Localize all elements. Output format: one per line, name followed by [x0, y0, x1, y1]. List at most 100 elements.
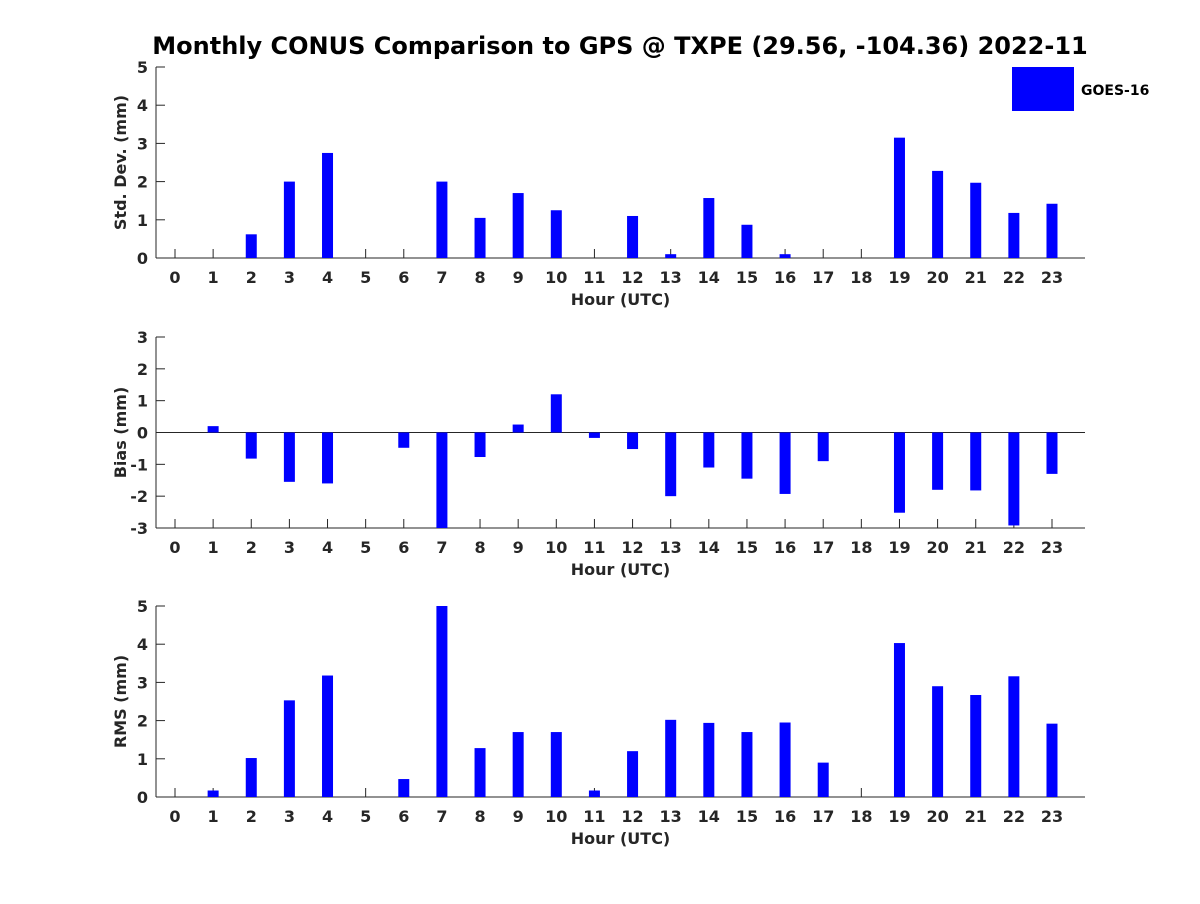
bar — [436, 181, 448, 258]
bar — [398, 779, 410, 797]
bar — [322, 675, 334, 797]
bar — [550, 210, 562, 258]
bar — [1046, 432, 1058, 474]
x-tick-label: 22 — [1003, 268, 1025, 287]
x-tick-label: 10 — [545, 538, 567, 557]
bar — [588, 790, 600, 797]
x-tick-label: 15 — [736, 538, 758, 557]
x-tick-label: 23 — [1041, 807, 1063, 826]
x-tick-label: 6 — [398, 807, 409, 826]
x-tick-label: 12 — [621, 807, 643, 826]
x-tick-label: 2 — [246, 268, 257, 287]
bar — [1008, 432, 1020, 526]
x-tick-label: 19 — [888, 538, 910, 557]
bar — [322, 432, 334, 484]
x-tick-label: 7 — [436, 807, 447, 826]
bar — [207, 790, 219, 797]
x-tick-label: 6 — [398, 268, 409, 287]
x-tick-label: 11 — [583, 268, 605, 287]
bar — [893, 432, 905, 513]
legend-swatch — [1012, 67, 1074, 111]
x-tick-label: 18 — [850, 807, 872, 826]
bar — [512, 193, 524, 258]
x-tick-label: 14 — [698, 268, 720, 287]
bar — [245, 758, 257, 797]
x-tick-label: 5 — [360, 807, 371, 826]
y-tick-label: 5 — [137, 597, 148, 616]
y-tick-label: 4 — [137, 635, 148, 654]
bar — [893, 643, 905, 797]
bar — [1008, 676, 1020, 797]
x-tick-label: 11 — [583, 807, 605, 826]
bar — [1046, 203, 1058, 258]
bar — [1008, 212, 1020, 258]
x-tick-label: 20 — [926, 538, 948, 557]
x-tick-label: 9 — [513, 807, 524, 826]
bar — [779, 722, 791, 797]
bar — [283, 700, 295, 797]
x-tick-label: 20 — [926, 807, 948, 826]
bar — [741, 432, 753, 479]
x-tick-label: 6 — [398, 538, 409, 557]
x-tick-label: 17 — [812, 807, 834, 826]
bar — [779, 432, 791, 494]
x-tick-label: 14 — [698, 807, 720, 826]
x-tick-label: 4 — [322, 268, 333, 287]
x-tick-label: 21 — [965, 268, 987, 287]
y-tick-label: 0 — [137, 424, 148, 443]
x-tick-label: 14 — [698, 538, 720, 557]
x-tick-label: 22 — [1003, 538, 1025, 557]
bar — [703, 198, 715, 258]
y-tick-label: 0 — [137, 249, 148, 268]
y-tick-label: 3 — [137, 328, 148, 347]
x-tick-label: 7 — [436, 538, 447, 557]
bar — [512, 732, 524, 797]
bar — [474, 217, 486, 258]
bar — [703, 722, 715, 797]
x-tick-label: 15 — [736, 807, 758, 826]
x-tick-label: 17 — [812, 538, 834, 557]
x-axis-label: Hour (UTC) — [571, 290, 671, 309]
bar — [817, 762, 829, 797]
bar — [283, 432, 295, 482]
x-tick-label: 19 — [888, 807, 910, 826]
x-tick-label: 8 — [474, 807, 485, 826]
y-tick-label: 1 — [137, 211, 148, 230]
x-tick-label: 23 — [1041, 538, 1063, 557]
x-tick-label: 13 — [660, 807, 682, 826]
bar — [665, 719, 677, 797]
y-axis-label: Bias (mm) — [111, 387, 130, 479]
x-tick-label: 3 — [284, 538, 295, 557]
y-tick-label: 2 — [137, 712, 148, 731]
bar — [436, 606, 448, 797]
x-tick-label: 7 — [436, 268, 447, 287]
y-tick-label: -1 — [130, 455, 148, 474]
x-tick-label: 8 — [474, 538, 485, 557]
bar — [665, 254, 677, 258]
x-tick-label: 13 — [660, 268, 682, 287]
x-tick-label: 0 — [169, 807, 180, 826]
bar — [665, 432, 677, 497]
y-tick-label: 1 — [137, 750, 148, 769]
x-tick-label: 15 — [736, 268, 758, 287]
x-tick-label: 22 — [1003, 807, 1025, 826]
bar — [741, 224, 753, 258]
x-tick-label: 20 — [926, 268, 948, 287]
x-tick-label: 3 — [284, 268, 295, 287]
bar — [741, 732, 753, 797]
bar — [550, 394, 562, 433]
x-tick-label: 1 — [208, 538, 219, 557]
bar — [245, 432, 257, 459]
bar — [1046, 723, 1058, 797]
bar — [932, 432, 944, 490]
y-axis-label: Std. Dev. (mm) — [111, 95, 130, 230]
bar — [932, 170, 944, 258]
x-tick-label: 1 — [208, 807, 219, 826]
y-tick-label: 4 — [137, 96, 148, 115]
bar — [893, 137, 905, 258]
x-tick-label: 13 — [660, 538, 682, 557]
